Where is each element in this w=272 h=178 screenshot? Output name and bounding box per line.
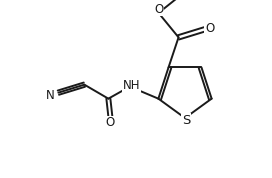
Text: O: O (154, 3, 163, 16)
Text: NH: NH (123, 79, 140, 92)
Text: O: O (106, 116, 115, 129)
Text: N: N (46, 89, 55, 102)
Text: S: S (182, 114, 190, 127)
Text: O: O (205, 22, 214, 35)
